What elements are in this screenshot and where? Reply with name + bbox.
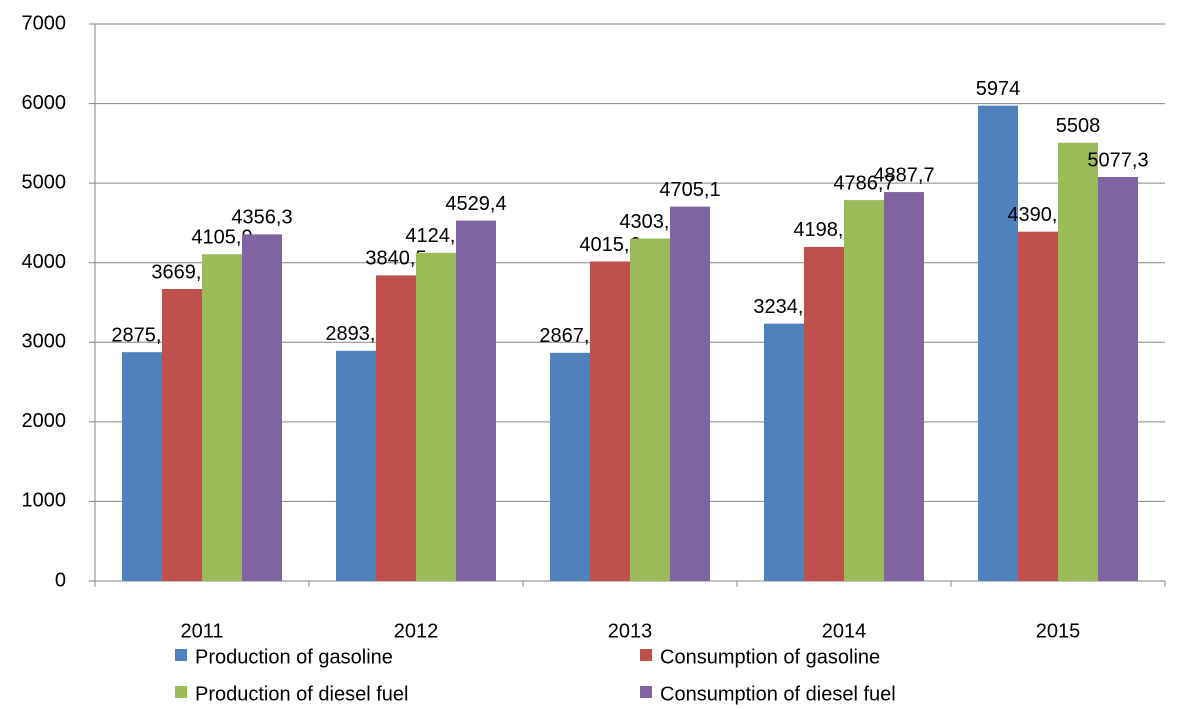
bar [670,206,710,582]
data-label: 4786,7 [833,172,894,194]
legend-label: Consumption of gasoline [660,646,880,668]
legend-swatch [640,686,652,698]
legend-label: Production of gasoline [195,646,393,668]
x-tick-label: 2015 [1036,620,1081,642]
bar [1058,142,1098,581]
data-label: 4303,5 [619,211,680,233]
y-tick-label: 3000 [22,331,67,353]
data-label: 3669,7 [151,261,212,283]
data-label: 5508 [1056,115,1101,137]
legend-label: Consumption of diesel fuel [660,683,896,705]
bar [764,323,804,581]
bar [804,246,844,581]
data-label: 5077,3 [1087,149,1148,171]
bar [336,350,376,581]
x-tick-label: 2014 [822,620,867,642]
data-label: 4390,2 [1007,204,1068,226]
bar [162,288,202,581]
data-label: 4105,9 [191,227,252,249]
bar [844,200,884,581]
x-tick-label: 2013 [608,620,653,642]
bar [202,254,242,582]
bar [242,234,282,582]
legend-swatch [175,686,187,698]
data-label: 2875,6 [111,324,172,346]
data-label: 5974 [976,78,1021,100]
y-tick-label: 2000 [22,410,67,432]
legend-swatch [640,649,652,661]
bar [122,352,162,581]
legend-label: Production of diesel fuel [195,683,408,705]
bar [884,192,924,581]
data-label: 2893,3 [325,323,386,345]
y-tick-label: 7000 [22,12,67,34]
bar [416,252,456,581]
x-tick-label: 2011 [180,620,223,642]
bar [376,275,416,581]
bar [590,261,630,581]
data-label: 4705,1 [659,179,720,201]
data-label: 2867,9 [539,325,600,347]
data-label: 4015,6 [579,234,640,256]
y-tick-label: 1000 [22,490,67,512]
y-tick-label: 5000 [22,171,67,193]
data-label: 4887,7 [873,164,934,186]
y-tick-label: 6000 [22,92,67,114]
bar [1098,176,1138,581]
x-tick-label: 2012 [394,620,439,642]
bar [550,352,590,581]
data-label: 3234,2 [753,296,814,318]
bar [456,220,496,581]
bar [978,105,1018,581]
bar [630,238,670,581]
data-label: 4124,6 [405,225,466,247]
data-label: 3840,5 [365,248,426,270]
data-label: 4198,7 [793,219,854,241]
legend-swatch [175,649,187,661]
y-tick-label: 0 [55,569,66,591]
bar [1018,231,1058,581]
data-label: 4356,3 [231,207,292,229]
data-label: 4529,4 [445,193,506,215]
y-tick-label: 4000 [22,251,67,273]
